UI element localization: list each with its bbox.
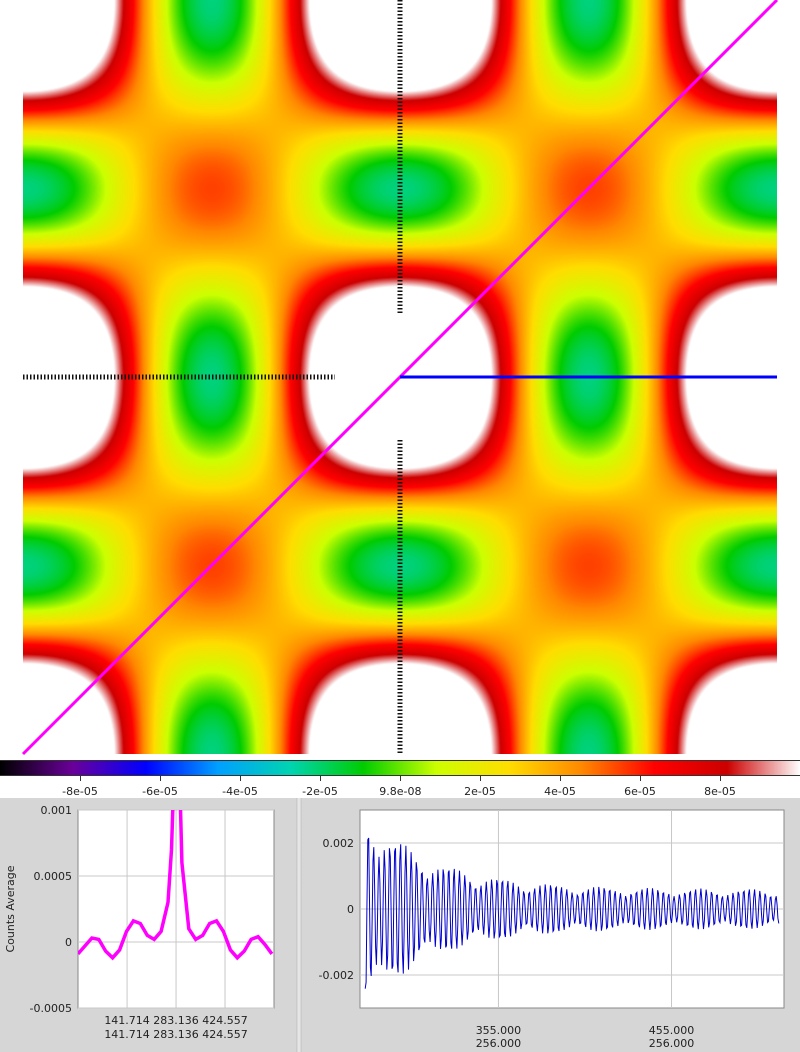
crosshair-overlay	[21, 0, 779, 756]
right-y-tick-label: -0.002	[319, 969, 354, 982]
left-x-tick-label: 141.714	[104, 1014, 150, 1027]
colorbar-tick-label: 2e-05	[464, 785, 496, 798]
colorbar-tick	[720, 776, 721, 781]
heatmap-panel	[21, 0, 779, 756]
left-y-tick-label: 0.001	[41, 804, 73, 817]
colorbar-tick-label: 6e-05	[624, 785, 656, 798]
left-y-tick-label: 0	[65, 936, 72, 949]
colorbar-gradient[interactable]	[0, 760, 800, 776]
left-y-tick-label: 0.0005	[34, 870, 73, 883]
left-x-tick-label-secondary: 141.714	[104, 1028, 150, 1041]
right-y-tick-label: 0.002	[323, 837, 355, 850]
right-profile-line	[364, 837, 780, 989]
colorbar-tick	[400, 776, 402, 781]
left-y-tick-label: -0.0005	[30, 1002, 72, 1015]
colorbar-tick	[560, 776, 561, 781]
profile-plots-panel: -0.0005 0 0.0005 0.001 141.714 141.714 283.136…	[0, 798, 800, 1052]
colorbar-tick	[240, 776, 241, 781]
left-x-tick-label-secondary: 424.557	[202, 1028, 248, 1041]
right-x-tick-label-secondary: 256.000	[476, 1037, 522, 1050]
colorbar-tick	[80, 776, 81, 781]
colorbar: -8e-05 -6e-05 -4e-05 -2e-05 9.8e-08 2e-05 4e-0…	[0, 758, 800, 798]
right-x-tick-label-secondary: 256.000	[649, 1037, 695, 1050]
colorbar-tick-label: 9.8e-08	[379, 785, 422, 798]
left-x-tick-label: 424.557	[202, 1014, 248, 1027]
right-y-tick-label: 0	[347, 903, 354, 916]
left-profile-line	[78, 810, 274, 961]
colorbar-tick	[160, 776, 161, 781]
colorbar-tick-label: 8e-05	[704, 785, 736, 798]
colorbar-tick	[320, 776, 321, 781]
colorbar-tick-label: -6e-05	[142, 785, 178, 798]
left-y-axis-label: Counts Average	[4, 865, 17, 952]
left-x-tick-label: 283.136	[153, 1014, 199, 1027]
left-x-tick-label-secondary: 283.136	[153, 1028, 199, 1041]
colorbar-tick-label: 4e-05	[544, 785, 576, 798]
colorbar-tick	[480, 776, 481, 781]
colorbar-tick-label: -4e-05	[222, 785, 258, 798]
left-profile-plot[interactable]: -0.0005 0 0.0005 0.001 141.714141.714283.136…	[0, 798, 296, 1052]
panel-splitter-handle[interactable]	[296, 798, 302, 1052]
colorbar-tick	[640, 776, 641, 781]
right-x-tick-label: 455.000	[649, 1024, 695, 1037]
colorbar-tick-label: -8e-05	[62, 785, 98, 798]
colorbar-tick-label: -2e-05	[302, 785, 338, 798]
right-x-tick-label: 355.000	[476, 1024, 522, 1037]
